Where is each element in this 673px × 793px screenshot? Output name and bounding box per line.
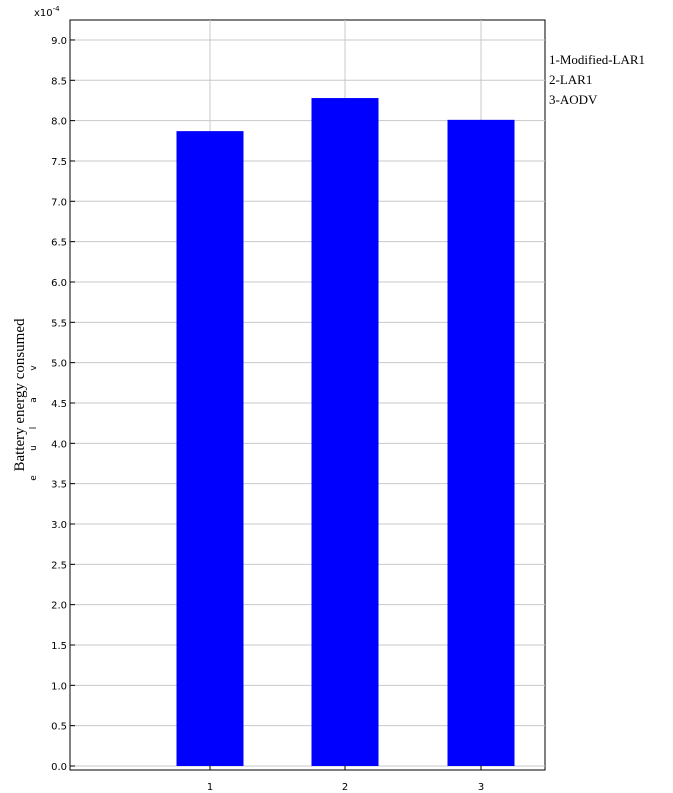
x-tick-layer: 1 2 3 (207, 765, 484, 793)
y-tick-label: 4.0 (51, 439, 67, 450)
y-tick-label: 8.0 (51, 117, 67, 128)
y-tick-layer: 0.0 0.5 1.0 1.5 2.0 2.5 3.0 3.5 4.0 4.5 5.0 5.5 6.0 6… (51, 36, 75, 773)
legend-entry-2: 2-LAR1 (549, 72, 592, 87)
x-tick-label: 2 (342, 782, 348, 793)
bar-2 (311, 98, 379, 767)
y-tick-label: 6.5 (51, 238, 67, 249)
legend-entry-3: 3-AODV (549, 92, 598, 107)
bar-3 (447, 119, 515, 766)
y-axis-label-artifact-char: a (29, 397, 39, 403)
y-tick-label: 0.5 (51, 722, 67, 733)
legend: 1-Modified-LAR1 2-LAR1 3-AODV (546, 40, 672, 136)
bars-layer (176, 98, 515, 767)
y-tick-label: 0.0 (51, 762, 67, 773)
x-tick-label: 3 (478, 782, 484, 793)
y-axis-label-artifact-char: v (29, 365, 39, 371)
y-tick-label: 2.5 (51, 560, 67, 571)
legend-entry-1: 1-Modified-LAR1 (549, 52, 645, 67)
y-tick-label: 5.0 (51, 359, 67, 370)
y-axis-label-artifact-char: u (29, 445, 39, 451)
y-tick-label: 6.0 (51, 278, 67, 289)
y-axis-label-artifact-char: e (29, 475, 39, 481)
y-tick-label: 7.5 (51, 157, 67, 168)
y-tick-label: 9.0 (51, 36, 67, 47)
y-tick-label: 8.5 (51, 76, 67, 87)
y-tick-label: 3.5 (51, 480, 67, 491)
y-exponent-base: x10 (34, 8, 53, 19)
y-tick-label: 1.0 (51, 681, 67, 692)
y-tick-label: 4.5 (51, 399, 67, 410)
y-tick-label: 1.5 (51, 641, 67, 652)
y-exponent-power: -4 (53, 5, 61, 13)
y-axis-label-artifact: e u l a v (29, 365, 39, 481)
legend-box (546, 40, 672, 136)
y-tick-label: 5.5 (51, 318, 67, 329)
x-tick-label: 1 (207, 782, 213, 793)
bar-1 (176, 131, 244, 767)
y-axis-label-artifact-char: l (29, 427, 39, 430)
y-exponent-label: x10-4 (34, 5, 60, 19)
y-tick-label: 3.0 (51, 520, 67, 531)
y-tick-label: 7.0 (51, 197, 67, 208)
y-axis-label: Battery energy consumed (12, 318, 28, 472)
y-tick-label: 2.0 (51, 601, 67, 612)
